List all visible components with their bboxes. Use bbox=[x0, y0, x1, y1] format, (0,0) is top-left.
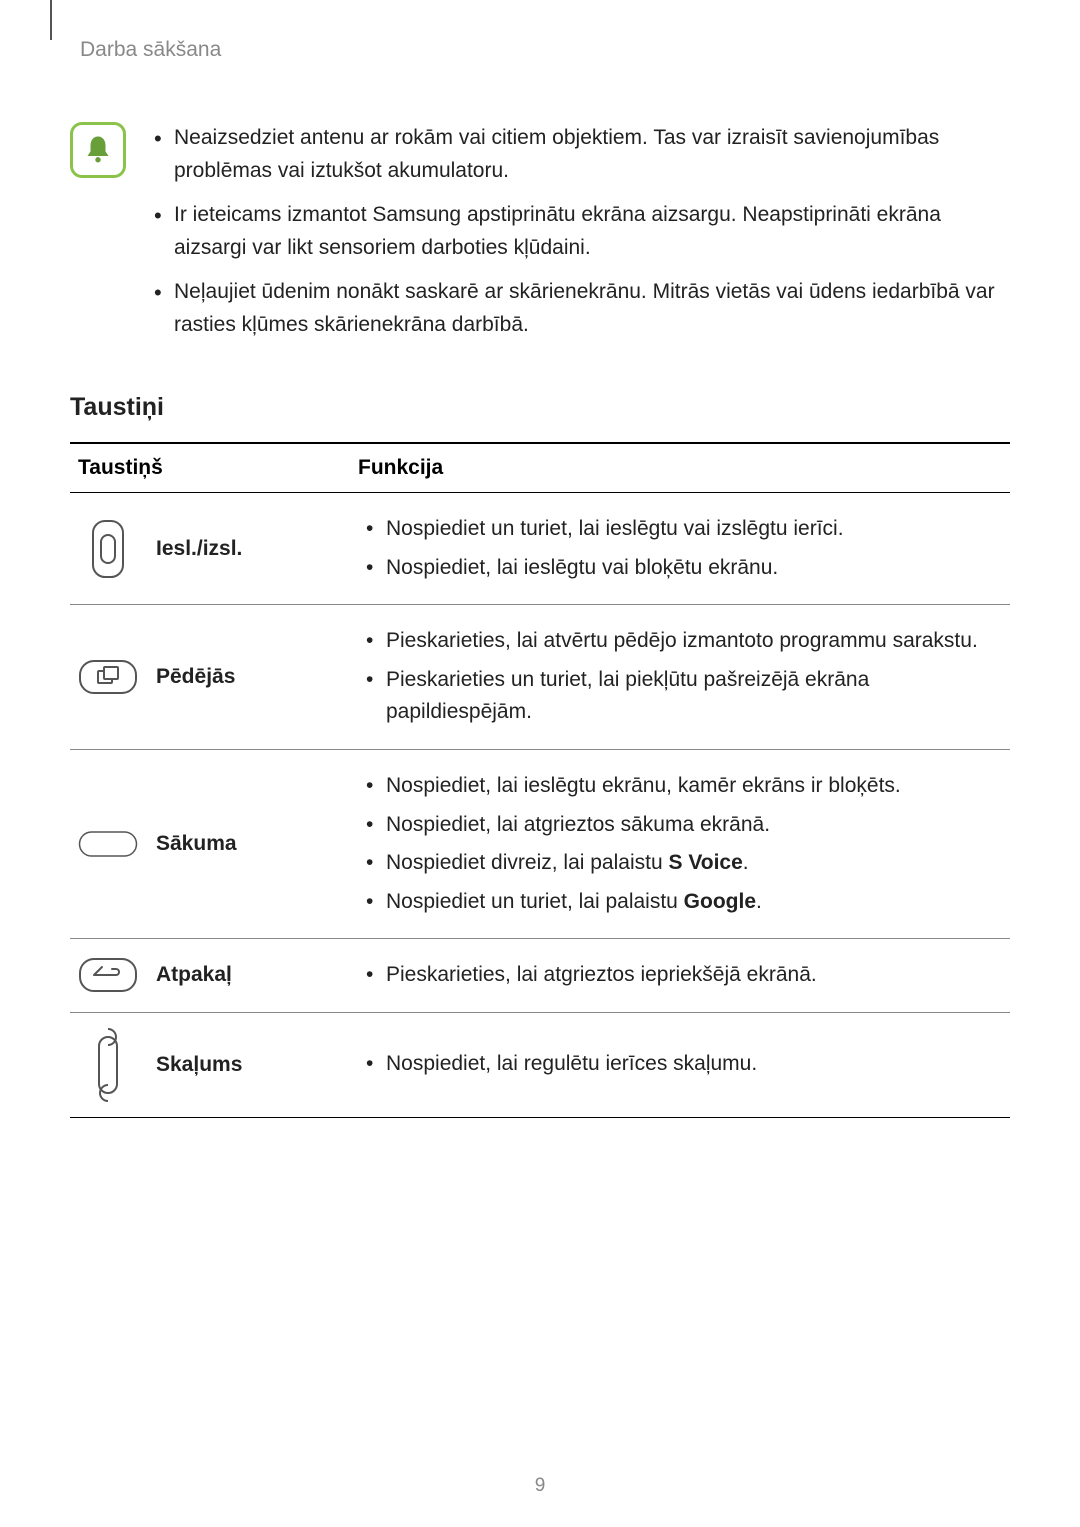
key-cell: Atpakaļ bbox=[70, 939, 350, 1013]
back-key-icon bbox=[78, 957, 138, 993]
function-item: Pieskarieties, lai atvērtu pēdējo izmant… bbox=[358, 625, 1002, 658]
key-label: Iesl./izsl. bbox=[156, 537, 242, 561]
function-item: Nospiediet, lai ieslēgtu vai bloķētu ekr… bbox=[358, 552, 1002, 585]
function-text: Nospiediet un turiet, lai palaistu bbox=[386, 890, 684, 913]
keys-table: Taustiņš Funkcija Iesl./izsl. Nospiediet … bbox=[70, 442, 1010, 1117]
note-block: Neaizsedziet antenu ar rokām vai citiem … bbox=[70, 122, 1010, 353]
key-label: Sākuma bbox=[156, 832, 237, 856]
function-item: Nospiediet, lai atgrieztos sākuma ekrānā… bbox=[358, 809, 1002, 842]
function-text: Pieskarieties, lai atvērtu pēdējo izmant… bbox=[386, 629, 978, 652]
note-item: Ir ieteicams izmantot Samsung apstiprinā… bbox=[146, 199, 1010, 264]
key-cell: Pēdējās bbox=[70, 605, 350, 750]
function-text: Nospiediet, lai ieslēgtu vai bloķētu ekr… bbox=[386, 556, 778, 579]
function-text: . bbox=[743, 851, 749, 874]
bell-note-icon bbox=[70, 122, 126, 178]
function-text: Nospiediet, lai ieslēgtu ekrānu, kamēr e… bbox=[386, 774, 901, 797]
function-list: Pieskarieties, lai atgrieztos iepriekšēj… bbox=[358, 959, 1002, 992]
note-list: Neaizsedziet antenu ar rokām vai citiem … bbox=[146, 122, 1010, 353]
function-item: Pieskarieties un turiet, lai piekļūtu pa… bbox=[358, 664, 1002, 729]
function-cell: Nospiediet, lai regulētu ierīces skaļumu… bbox=[350, 1012, 1010, 1117]
table-row: Atpakaļ Pieskarieties, lai atgrieztos iep… bbox=[70, 939, 1010, 1013]
function-item: Nospiediet un turiet, lai ieslēgtu vai i… bbox=[358, 513, 1002, 546]
function-item: Nospiediet divreiz, lai palaistu S Voice… bbox=[358, 847, 1002, 880]
note-item: Neaizsedziet antenu ar rokām vai citiem … bbox=[146, 122, 1010, 187]
header-accent-line bbox=[50, 0, 52, 40]
function-cell: Pieskarieties, lai atvērtu pēdējo izmant… bbox=[350, 605, 1010, 750]
function-text: Nospiediet divreiz, lai palaistu bbox=[386, 851, 668, 874]
table-row: Pēdējās Pieskarieties, lai atvērtu pēdējo… bbox=[70, 605, 1010, 750]
note-item: Neļaujiet ūdenim nonākt saskarē ar skāri… bbox=[146, 276, 1010, 341]
power-key-icon bbox=[78, 519, 138, 579]
volume-key-icon bbox=[78, 1027, 138, 1103]
function-list: Nospiediet, lai regulētu ierīces skaļumu… bbox=[358, 1048, 1002, 1081]
function-text: . bbox=[756, 890, 762, 913]
key-label: Skaļums bbox=[156, 1053, 242, 1077]
key-cell: Skaļums bbox=[70, 1012, 350, 1117]
function-item: Nospiediet, lai ieslēgtu ekrānu, kamēr e… bbox=[358, 770, 1002, 803]
function-list: Nospiediet un turiet, lai ieslēgtu vai i… bbox=[358, 513, 1002, 584]
home-key-icon bbox=[78, 826, 138, 862]
function-item: Nospiediet, lai regulētu ierīces skaļumu… bbox=[358, 1048, 1002, 1081]
section-title-keys: Taustiņi bbox=[70, 393, 1010, 422]
table-row: Iesl./izsl. Nospiediet un turiet, lai ies… bbox=[70, 493, 1010, 605]
table-row: Skaļums Nospiediet, lai regulētu ierīces … bbox=[70, 1012, 1010, 1117]
page-number: 9 bbox=[0, 1475, 1080, 1497]
function-item: Nospiediet un turiet, lai palaistu Googl… bbox=[358, 886, 1002, 919]
key-cell: Sākuma bbox=[70, 750, 350, 939]
key-cell: Iesl./izsl. bbox=[70, 493, 350, 605]
function-cell: Nospiediet un turiet, lai ieslēgtu vai i… bbox=[350, 493, 1010, 605]
function-text: Nospiediet, lai regulētu ierīces skaļumu… bbox=[386, 1052, 757, 1075]
recents-key-icon bbox=[78, 659, 138, 695]
function-bold: S Voice bbox=[668, 851, 742, 874]
table-row: Sākuma Nospiediet, lai ieslēgtu ekrānu, k… bbox=[70, 750, 1010, 939]
function-text: Pieskarieties un turiet, lai piekļūtu pa… bbox=[386, 668, 869, 724]
table-header-key: Taustiņš bbox=[70, 443, 350, 493]
table-header-function: Funkcija bbox=[350, 443, 1010, 493]
function-list: Pieskarieties, lai atvērtu pēdējo izmant… bbox=[358, 625, 1002, 729]
function-text: Nospiediet un turiet, lai ieslēgtu vai i… bbox=[386, 517, 844, 540]
function-cell: Nospiediet, lai ieslēgtu ekrānu, kamēr e… bbox=[350, 750, 1010, 939]
function-cell: Pieskarieties, lai atgrieztos iepriekšēj… bbox=[350, 939, 1010, 1013]
function-text: Nospiediet, lai atgrieztos sākuma ekrānā… bbox=[386, 813, 770, 836]
breadcrumb: Darba sākšana bbox=[80, 38, 1010, 62]
function-item: Pieskarieties, lai atgrieztos iepriekšēj… bbox=[358, 959, 1002, 992]
key-label: Pēdējās bbox=[156, 665, 235, 689]
function-text: Pieskarieties, lai atgrieztos iepriekšēj… bbox=[386, 963, 817, 986]
function-bold: Google bbox=[684, 890, 756, 913]
function-list: Nospiediet, lai ieslēgtu ekrānu, kamēr e… bbox=[358, 770, 1002, 918]
key-label: Atpakaļ bbox=[156, 963, 232, 987]
